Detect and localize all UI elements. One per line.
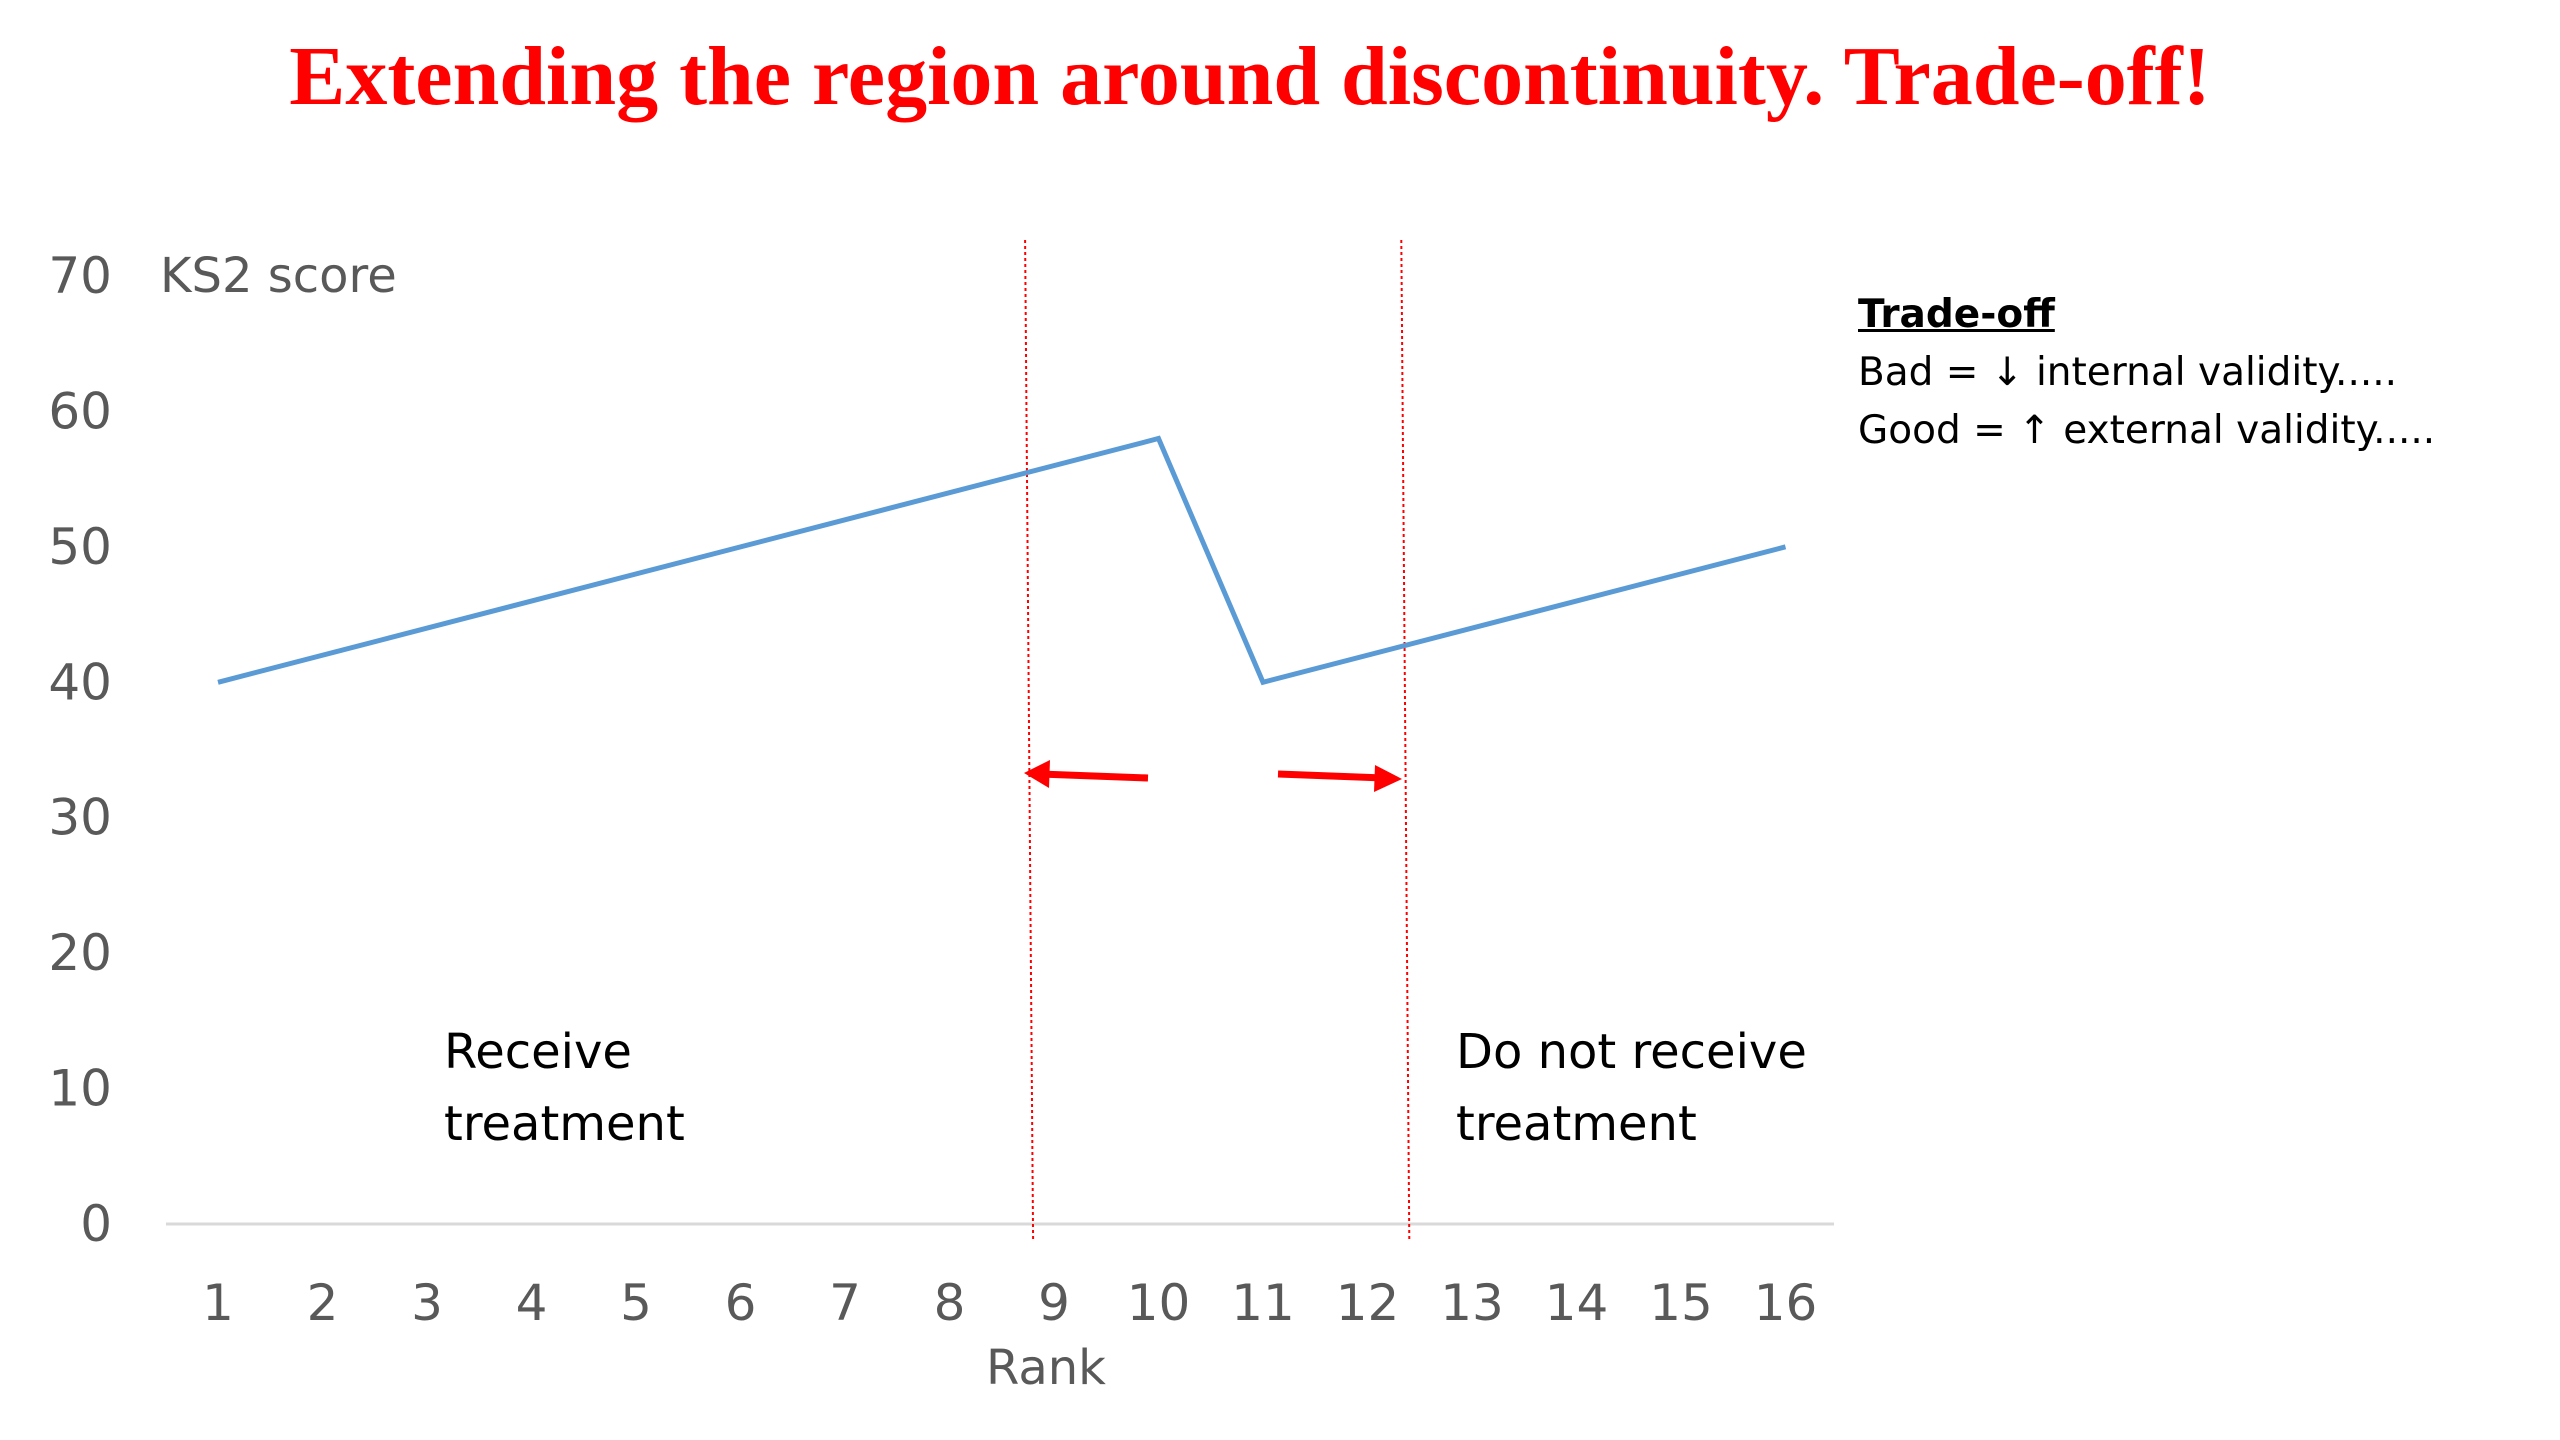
x-tick-label: 2 (307, 1274, 339, 1332)
x-tick-label: 1 (202, 1274, 234, 1332)
y-tick-label: 10 (48, 1060, 112, 1118)
region-label-right-line2: treatment (1456, 1096, 1697, 1152)
x-tick-label: 9 (1038, 1274, 1070, 1332)
x-tick-label: 11 (1231, 1274, 1295, 1332)
series-line (217, 435, 1787, 686)
y-tick-label: 50 (48, 518, 112, 576)
region-label-left: Receive treatment (444, 1024, 685, 1152)
x-tick-label: 3 (411, 1274, 443, 1332)
region-label-right-line1: Do not receive (1456, 1024, 1807, 1080)
cutoff-lines (1024, 239, 1411, 1241)
x-tick-label: 12 (1336, 1274, 1400, 1332)
tradeoff-good-line: Good = ↑ external validity..... (1858, 408, 2436, 453)
x-tick-label: 5 (620, 1274, 652, 1332)
x-tick-label: 13 (1440, 1274, 1504, 1332)
x-tick-label: 4 (516, 1274, 548, 1332)
y-axis-ticks: 0 10 20 30 40 50 60 70 (48, 247, 112, 1253)
y-tick-label: 70 (48, 247, 112, 305)
slide-title: Extending the region around discontinuit… (289, 30, 2211, 123)
x-tick-label: 8 (934, 1274, 966, 1332)
region-label-left-line2: treatment (444, 1096, 685, 1152)
y-tick-label: 40 (48, 653, 112, 711)
tradeoff-bad-line: Bad = ↓ internal validity..... (1858, 350, 2398, 395)
region-label-right: Do not receive treatment (1456, 1024, 1822, 1152)
left-arrowhead-icon (1024, 760, 1050, 788)
cutoff-line (1400, 239, 1411, 1241)
y-tick-label: 20 (48, 924, 112, 982)
cutoff-line (1024, 239, 1035, 1241)
x-tick-label: 10 (1127, 1274, 1191, 1332)
tradeoff-heading: Trade-off (1858, 292, 2055, 337)
y-tick-label: 60 (48, 382, 112, 440)
x-tick-label: 7 (829, 1274, 861, 1332)
x-tick-label: 16 (1754, 1274, 1818, 1332)
x-tick-label: 6 (725, 1274, 757, 1332)
x-axis-ticks: 1 2 3 4 5 6 7 8 9 10 11 12 13 14 15 16 (202, 1274, 1817, 1332)
bandwidth-arrows (1024, 760, 1402, 792)
y-tick-label: 0 (80, 1195, 112, 1253)
right-arrowhead-icon (1374, 765, 1402, 792)
x-tick-label: 14 (1545, 1274, 1609, 1332)
x-tick-label: 15 (1649, 1274, 1713, 1332)
y-axis-label: KS2 score (160, 248, 397, 304)
right-arrow-icon (1277, 770, 1385, 782)
left-arrow-icon (1039, 770, 1149, 782)
tradeoff-note: Trade-off Bad = ↓ internal validity.....… (1858, 286, 2435, 460)
x-axis-label: Rank (986, 1340, 1106, 1396)
y-tick-label: 30 (48, 789, 112, 847)
region-label-left-line1: Receive (444, 1024, 632, 1080)
